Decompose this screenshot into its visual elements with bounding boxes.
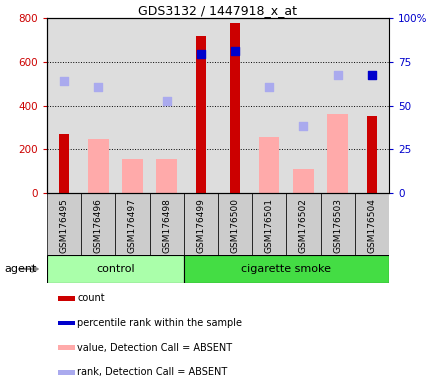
Title: GDS3132 / 1447918_x_at: GDS3132 / 1447918_x_at [138,4,297,17]
Text: GSM176496: GSM176496 [94,198,102,253]
Bar [47,255,183,283]
Point [333,72,340,78]
Bar [58,345,75,350]
Point [299,123,306,129]
Text: GSM176501: GSM176501 [264,198,273,253]
Bar [88,139,108,193]
Text: GSM176498: GSM176498 [162,198,171,253]
Text: GSM176497: GSM176497 [128,198,137,253]
Point [368,72,375,78]
Text: control: control [96,264,135,274]
Text: GSM176503: GSM176503 [332,198,341,253]
Bar [320,193,354,255]
Bar [217,193,252,255]
Bar [47,193,81,255]
Bar [252,193,286,255]
Text: cigarette smoke: cigarette smoke [241,264,331,274]
Text: rank, Detection Call = ABSENT: rank, Detection Call = ABSENT [77,367,227,377]
Point [95,84,102,90]
Bar [230,23,240,193]
Bar [195,35,206,193]
Text: GSM176495: GSM176495 [59,198,69,253]
Text: value, Detection Call = ABSENT: value, Detection Call = ABSENT [77,343,232,353]
Bar [354,193,388,255]
Bar [258,137,279,193]
Bar [59,134,69,193]
Bar [293,169,313,193]
Bar [58,296,75,301]
Point [163,98,170,104]
Text: count: count [77,293,105,303]
Bar [183,193,217,255]
Bar [149,193,183,255]
Bar [366,116,376,193]
Bar [183,255,388,283]
Bar [122,159,142,193]
Text: GSM176500: GSM176500 [230,198,239,253]
Text: GSM176504: GSM176504 [366,198,375,253]
Text: percentile rank within the sample: percentile rank within the sample [77,318,242,328]
Point [231,48,238,54]
Point [60,78,67,84]
Bar [115,193,149,255]
Bar [58,370,75,375]
Bar [156,159,177,193]
Bar [286,193,320,255]
Text: agent: agent [4,264,36,274]
Text: GSM176502: GSM176502 [298,198,307,253]
Bar [58,321,75,325]
Bar [81,193,115,255]
Text: GSM176499: GSM176499 [196,198,205,253]
Point [265,84,272,90]
Bar [327,114,347,193]
Point [197,51,204,57]
